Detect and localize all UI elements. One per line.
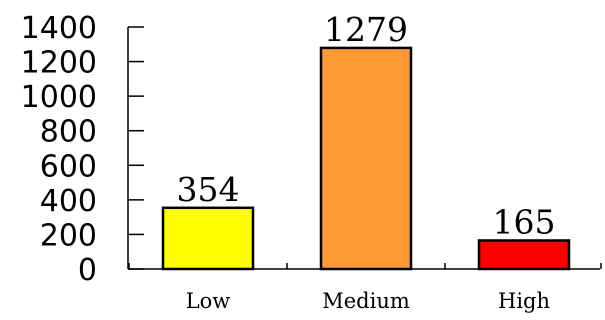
data-labels: 354 1279 165 (177, 10, 556, 242)
data-label-medium: 1279 (324, 10, 408, 49)
bars (161, 46, 571, 271)
x-tick-label: Low (186, 289, 231, 313)
data-label-low: 354 (177, 170, 240, 209)
y-tick-label: 0 (78, 253, 97, 288)
y-tick-label: 800 (40, 115, 97, 150)
x-axis: Low Medium High (128, 263, 602, 313)
data-label-high: 165 (493, 202, 556, 241)
bar-high (477, 239, 571, 271)
y-tick-label: 1400 (21, 11, 97, 46)
y-tick-label: 1200 (21, 46, 97, 81)
y-tick-label: 600 (40, 149, 97, 184)
bar-medium (319, 46, 413, 271)
y-tick-label: 400 (40, 184, 97, 219)
x-tick-label: High (498, 289, 550, 313)
y-tick-label: 1000 (21, 80, 97, 115)
x-tick-label: Medium (322, 289, 410, 313)
bar-low (161, 206, 255, 271)
y-tick-label: 200 (40, 218, 97, 253)
